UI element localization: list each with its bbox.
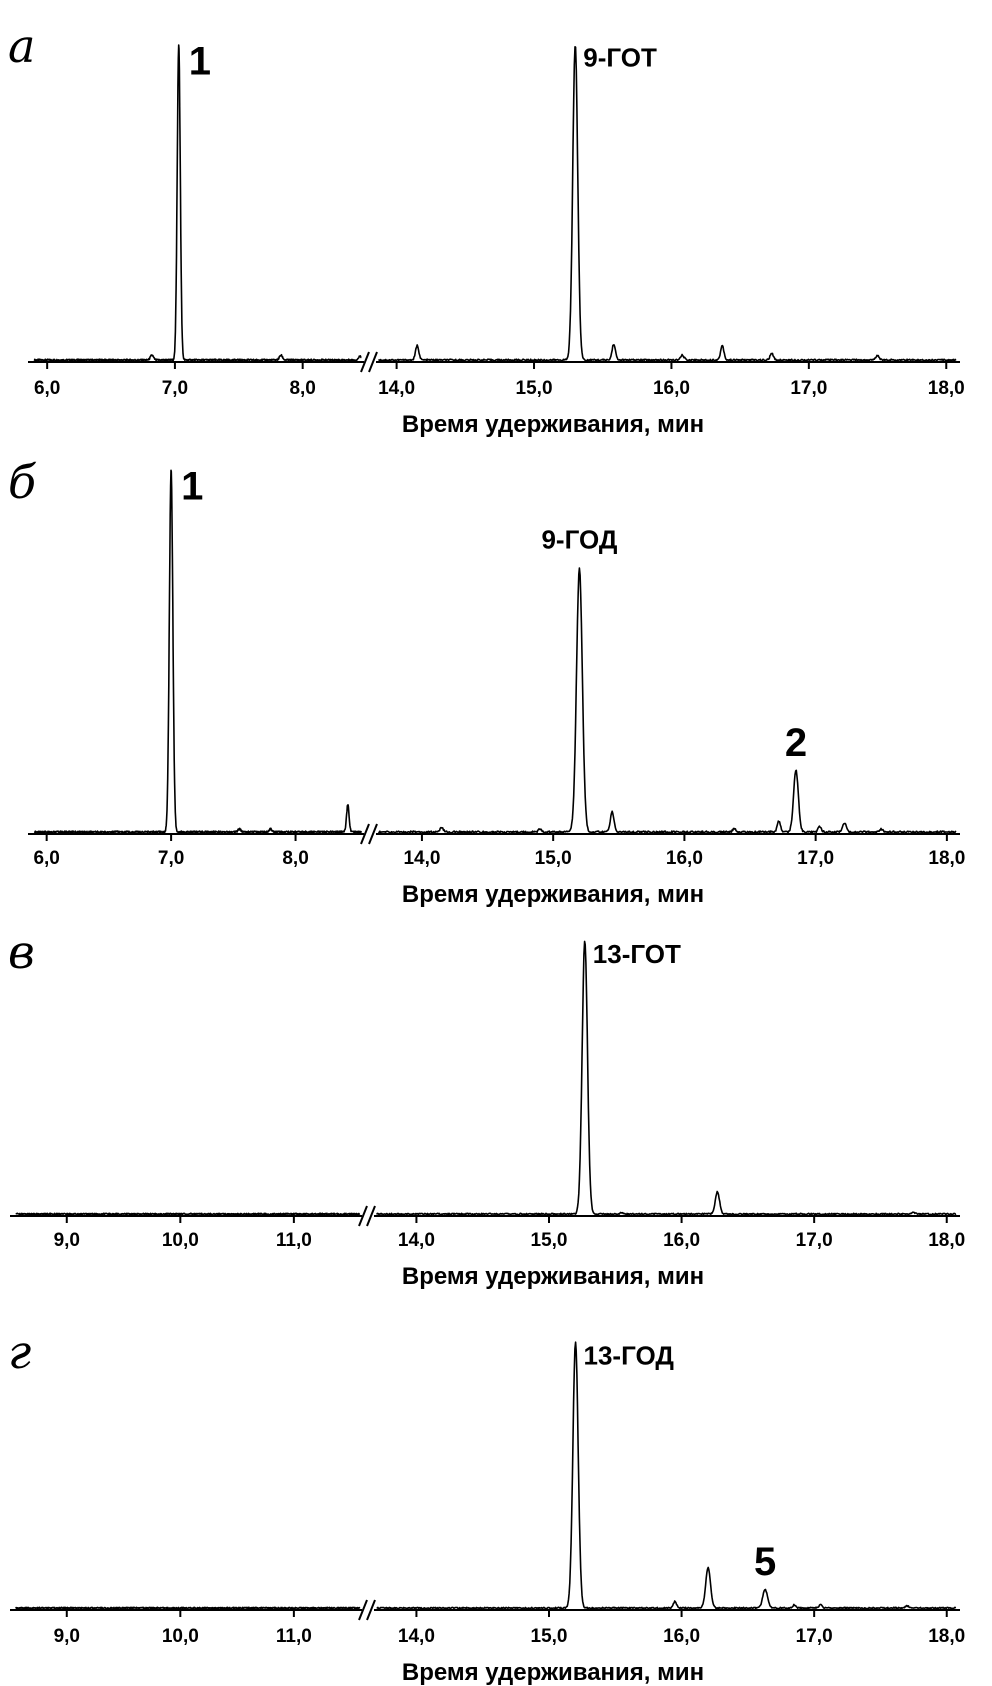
x-tick-label: 11,0 [276,1626,312,1647]
x-tick-label: 15,0 [531,1230,568,1251]
peak-label: 1 [189,39,211,83]
chromatogram-trace-segment [15,1606,361,1610]
x-tick-label: 14,0 [398,1230,435,1251]
x-tick-label: 9,0 [54,1230,80,1251]
x-tick-label: 18,0 [928,848,965,869]
peak-label: 5 [754,1540,776,1584]
x-tick-label: 14,0 [403,848,440,869]
chromatogram-trace-segment [33,44,362,362]
x-tick-label: 6,0 [34,378,60,399]
chromatogram-panel-1: а 6,0 7,0 8,0 14,0 15,0 16,0 17,0 18,0 Время удер… [8,19,965,438]
chromatogram-panel-3: в 9,0 10,0 11,0 14,0 15,0 16,0 17,0 18,0 Время уд… [8,925,965,1290]
x-tick-label: 18,0 [928,378,965,399]
x-tick-label: 17,0 [790,378,827,399]
chromatogram-panel-4: г 9,0 10,0 11,0 14,0 15,0 16,0 17,0 18,0 Время уд… [8,1325,965,1686]
panel-letter: в [8,925,35,979]
axis-break-mark [358,1599,376,1621]
x-axis-label: Время удерживания, мин [402,1263,704,1290]
x-tick-label: 9,0 [54,1626,80,1647]
x-axis-label: Время удерживания, мин [402,1659,704,1686]
x-tick-label: 10,0 [162,1626,199,1647]
x-tick-label: 10,0 [162,1230,199,1251]
x-tick-label: 15,0 [531,1626,568,1647]
x-tick-label: 7,0 [162,378,188,399]
x-tick-label: 15,0 [516,378,553,399]
chromatogram-trace-segment [15,1212,361,1216]
peak-label: 9-ГОТ [583,42,657,72]
x-tick-label: 14,0 [398,1626,435,1647]
chromatogram-trace-segment [33,469,363,834]
x-tick-label: 16,0 [653,378,690,399]
x-tick-label: 16,0 [663,1230,700,1251]
x-tick-label: 11,0 [276,1230,312,1251]
x-tick-label: 16,0 [666,848,703,869]
panel-letter: г [8,1325,31,1379]
peak-label: 13-ГОТ [593,939,681,969]
x-tick-label: 7,0 [158,848,184,869]
x-tick-label: 14,0 [378,378,415,399]
x-tick-label: 8,0 [282,848,308,869]
axis-break-mark [358,1205,376,1227]
axis-break-mark [360,823,378,845]
x-tick-label: 8,0 [289,378,315,399]
peak-label: 2 [785,721,807,765]
x-tick-label: 17,0 [796,1626,833,1647]
chromatogram-trace-segment [376,1341,957,1610]
x-tick-label: 18,0 [928,1626,965,1647]
chromatogram-trace-segment [378,45,957,362]
chromatogram-panel-2: б 6,0 7,0 8,0 14,0 15,0 16,0 17,0 18,0 Время удер… [8,455,965,908]
x-axis-label: Время удерживания, мин [402,411,704,438]
axis-break-mark [360,351,378,373]
peak-label: 13-ГОД [584,1341,675,1371]
chromatogram-trace-segment [375,940,957,1216]
panel-letter: а [8,19,35,73]
chromatogram-trace-segment [377,567,957,834]
x-axis-label: Время удерживания, мин [402,881,704,908]
x-tick-label: 17,0 [796,1230,833,1251]
x-tick-label: 16,0 [663,1626,700,1647]
x-tick-label: 18,0 [928,1230,965,1251]
peak-label: 1 [181,465,203,509]
x-tick-label: 17,0 [797,848,834,869]
x-tick-label: 15,0 [535,848,572,869]
peak-label: 9-ГОД [541,524,617,554]
panel-letter: б [8,455,37,509]
x-tick-label: 6,0 [33,848,59,869]
